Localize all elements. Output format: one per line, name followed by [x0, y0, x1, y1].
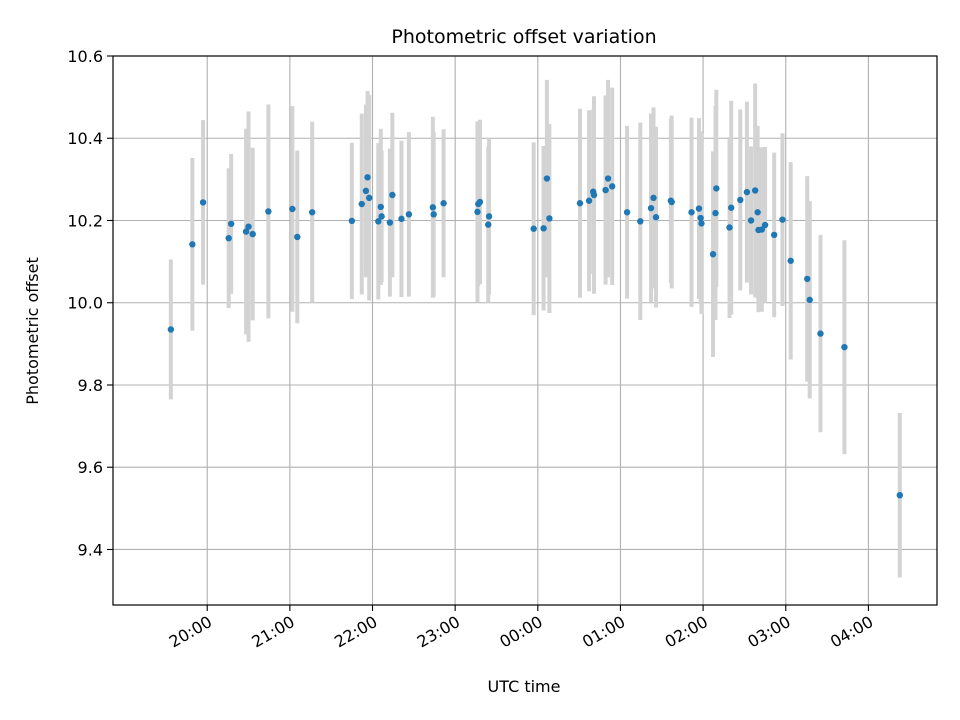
data-point — [530, 225, 537, 232]
data-point — [245, 223, 252, 230]
data-point — [751, 187, 759, 194]
data-point — [167, 326, 175, 333]
y-tick-label: 9.6 — [78, 458, 103, 477]
data-point — [225, 234, 232, 242]
data-point — [585, 197, 593, 204]
data-point — [199, 199, 207, 206]
data-point — [712, 209, 719, 217]
data-point — [804, 275, 811, 283]
data-point — [546, 215, 553, 222]
y-tick-label: 9.8 — [78, 376, 103, 395]
x-tick-label: 20:00 — [166, 612, 215, 652]
data-point — [697, 214, 704, 222]
data-point — [476, 198, 484, 206]
data-point — [726, 224, 733, 231]
data-point — [308, 209, 316, 216]
data-point — [474, 208, 481, 216]
data-point — [348, 217, 356, 225]
data-point — [249, 230, 256, 238]
plot-area-frame — [112, 55, 938, 606]
data-point — [779, 216, 786, 223]
data-point — [688, 209, 695, 216]
data-point — [604, 175, 612, 182]
data-point — [698, 220, 705, 227]
x-tick-label: 02:00 — [662, 612, 711, 652]
data-point — [378, 213, 385, 220]
data-point — [189, 241, 196, 248]
x-axis-ticks: 20:00 21:00 22:00 23:00 00:00 01:00 02:00 03:00… — [166, 605, 876, 652]
data-point — [405, 211, 413, 218]
data-point — [758, 226, 765, 233]
data-point — [806, 296, 813, 304]
data-point — [761, 221, 769, 229]
data-point — [652, 214, 660, 221]
data-point — [728, 204, 735, 211]
y-axis-title: Photometric offset — [23, 257, 42, 405]
data-point — [695, 205, 703, 212]
data-point — [289, 205, 296, 213]
data-point — [787, 257, 794, 264]
data-point — [668, 198, 675, 206]
y-tick-label: 10.6 — [67, 47, 103, 66]
data-point — [747, 217, 755, 224]
y-tick-label: 10.2 — [67, 211, 103, 230]
data-point — [485, 213, 493, 220]
data-point — [817, 330, 824, 337]
data-point — [364, 174, 371, 181]
data-point — [713, 185, 720, 192]
y-tick-label: 10.0 — [67, 294, 103, 313]
data-point — [623, 209, 631, 216]
data-point — [590, 191, 598, 199]
x-tick-label: 23:00 — [414, 612, 463, 652]
data-point — [485, 221, 492, 228]
data-point — [398, 215, 405, 223]
x-tick-label: 01:00 — [579, 612, 628, 652]
data-point — [242, 228, 250, 235]
errorbars — [168, 79, 902, 578]
data-point — [743, 188, 751, 196]
data-point — [440, 200, 447, 207]
data-point — [375, 218, 382, 225]
x-tick-label: 00:00 — [496, 612, 545, 652]
data-point — [366, 194, 373, 202]
data-point — [362, 187, 370, 195]
data-point — [429, 204, 437, 211]
data-point — [608, 183, 616, 190]
data-point — [543, 175, 551, 182]
data-point — [896, 492, 904, 499]
data-point — [386, 219, 394, 226]
y-tick-label: 9.4 — [78, 540, 103, 559]
data-point — [358, 200, 365, 208]
x-tick-label: 03:00 — [744, 612, 793, 652]
data-point — [770, 231, 778, 239]
y-tick-label: 10.4 — [67, 129, 103, 148]
data-point — [637, 218, 644, 225]
data-points — [167, 174, 904, 499]
data-point — [602, 186, 609, 194]
x-axis-title: UTC time — [488, 677, 561, 696]
chart-title: Photometric offset variation — [391, 26, 656, 48]
x-tick-label: 21:00 — [248, 612, 297, 652]
data-point — [576, 200, 584, 207]
data-point — [265, 208, 272, 215]
data-point — [294, 233, 301, 241]
data-point — [841, 343, 848, 351]
data-point — [737, 196, 744, 204]
x-tick-label: 22:00 — [331, 612, 380, 652]
data-point — [650, 194, 657, 202]
data-point — [754, 209, 761, 216]
grid — [113, 55, 937, 605]
data-point — [377, 203, 384, 211]
data-point — [647, 204, 655, 212]
data-point — [389, 191, 396, 199]
y-axis-ticks: 9.4 9.6 9.8 10.0 10.2 10.4 10.6 — [67, 47, 113, 559]
data-point — [540, 225, 547, 232]
data-point — [227, 220, 235, 227]
data-point — [709, 251, 717, 258]
x-tick-label: 04:00 — [827, 612, 876, 652]
data-point — [430, 211, 437, 218]
